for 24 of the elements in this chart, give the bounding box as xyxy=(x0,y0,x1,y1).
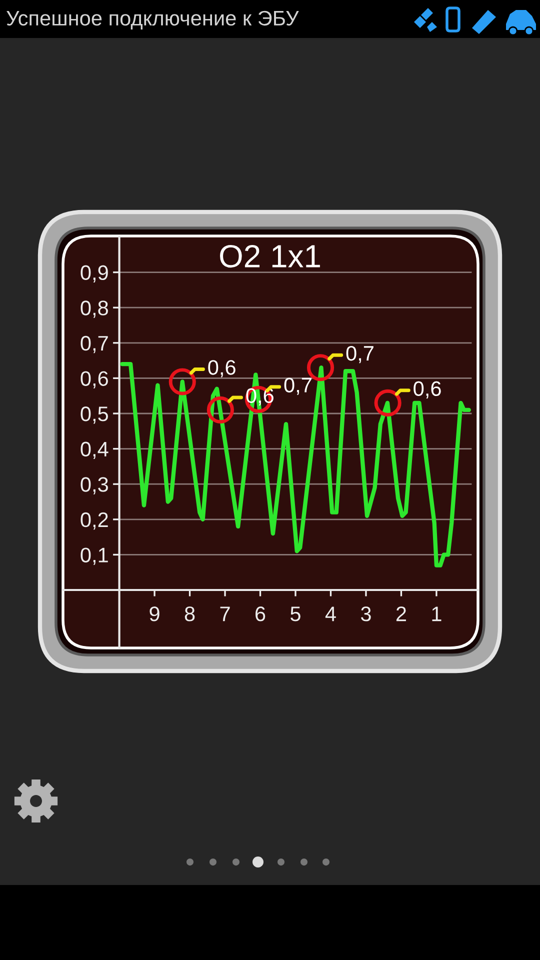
y-tick-label: 0,4 xyxy=(80,442,108,460)
y-tick-label: 0,6 xyxy=(80,371,108,388)
y-tick-label: 0,9 xyxy=(80,265,108,283)
y-tick-label: 0,5 xyxy=(80,406,108,424)
y-tick-label: 0,2 xyxy=(80,512,108,530)
x-tick-label: 7 xyxy=(220,606,230,622)
chart-title: O2 1x1 xyxy=(220,244,320,268)
text: Успешное подключение к ЭБУ xyxy=(6,10,299,30)
y-tick-label: 0,3 xyxy=(80,477,108,494)
annotation: 0,6 xyxy=(208,360,236,378)
x-tick-label: 1 xyxy=(432,606,442,622)
x-tick-label: 3 xyxy=(360,606,371,622)
y-tick-label: 0,8 xyxy=(80,300,108,318)
x-tick-label: 5 xyxy=(290,606,300,622)
y-tick-label: 0,1 xyxy=(80,548,108,565)
y-tick-label: 0,7 xyxy=(80,336,108,354)
annotation: 0,7 xyxy=(346,346,374,364)
annotation: 0,6 xyxy=(414,381,441,398)
x-tick-label: 4 xyxy=(325,606,336,622)
annotation: 0,7 xyxy=(284,378,312,395)
x-tick-label: 6 xyxy=(256,606,266,622)
x-tick-label: 2 xyxy=(396,606,406,622)
x-tick-label: 8 xyxy=(184,606,195,622)
x-tick-label: 9 xyxy=(150,606,160,622)
